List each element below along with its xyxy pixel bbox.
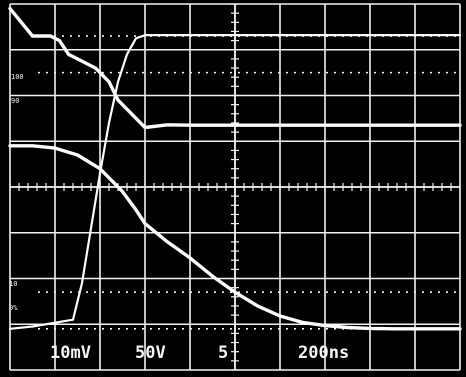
readout-timebase: 200ns (298, 343, 349, 363)
level-marker-0: 0% (9, 304, 18, 312)
trace-1 (8, 6, 462, 130)
readout-ch2-scale: 50V (135, 343, 166, 363)
readout-ch1-scale: 10mV (50, 343, 91, 363)
trace-2 (8, 33, 462, 330)
trace-3 (8, 144, 462, 331)
readout-ch3-scale: 5 (218, 343, 228, 363)
graticule (9, 3, 461, 371)
level-marker-10: 10 (9, 280, 17, 288)
level-marker-90: 90 (11, 97, 19, 105)
waveform-traces (8, 6, 462, 331)
level-marker-100: 100 (11, 73, 24, 81)
